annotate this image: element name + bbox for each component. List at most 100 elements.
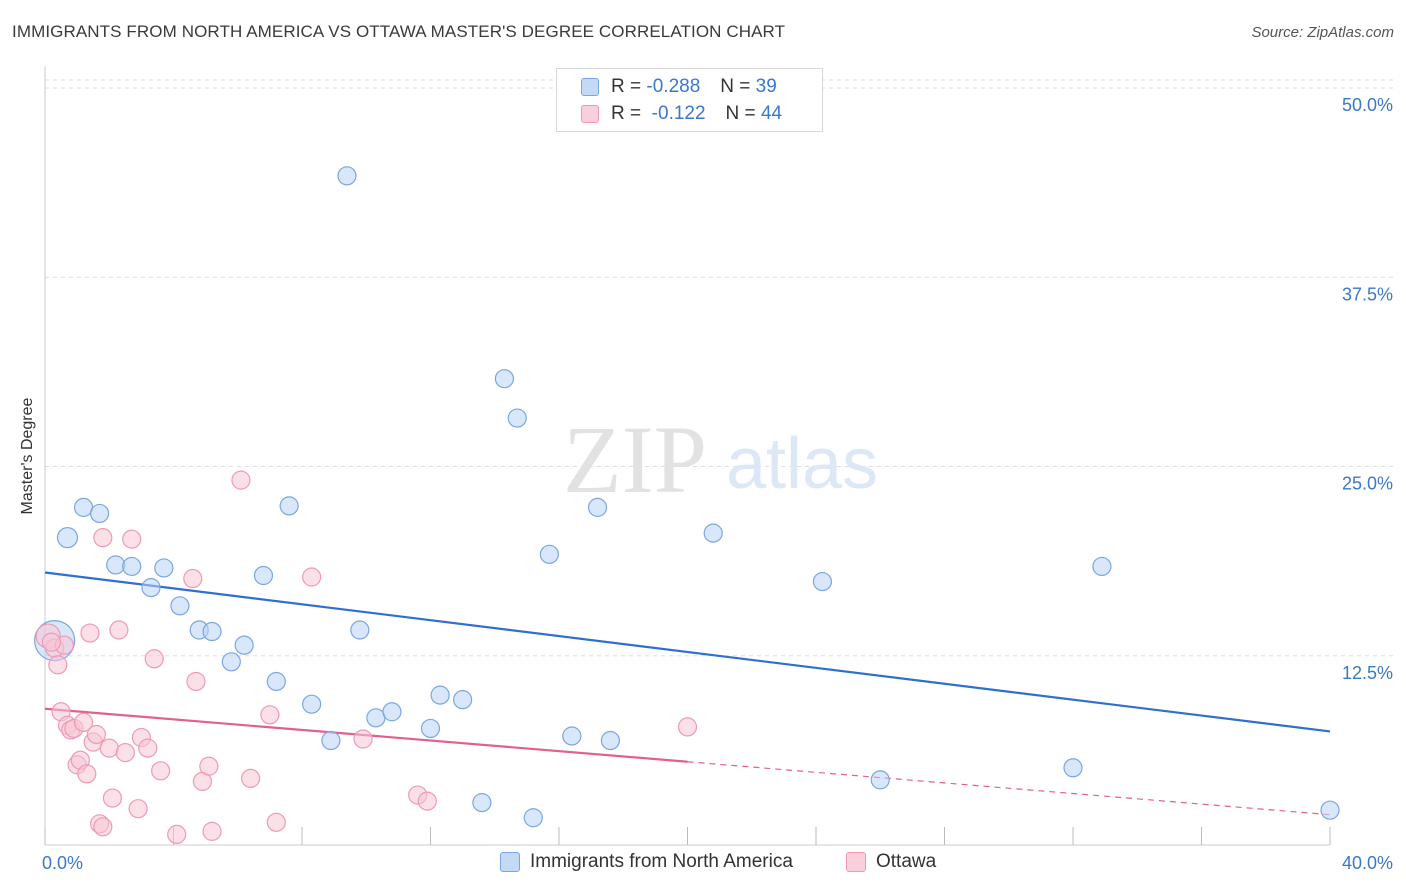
chart-title: IMMIGRANTS FROM NORTH AMERICA VS OTTAWA … [12, 22, 786, 41]
point-s1-29 [183, 568, 203, 589]
point-s0-33 [703, 523, 723, 543]
point-s0-1 [56, 527, 79, 549]
point-s1-11 [77, 764, 97, 784]
bottom-legend-label-1: Immigrants from North America [530, 851, 793, 872]
point-s0-22 [420, 718, 441, 739]
point-s1-25 [138, 738, 158, 758]
point-s0-20 [366, 708, 386, 728]
point-s0-29 [539, 544, 559, 564]
point-s0-10 [202, 621, 222, 642]
bottom-legend-item-2: Ottawa [846, 851, 936, 873]
legend-r-label-1: R = [611, 76, 642, 97]
point-s1-20 [109, 620, 129, 640]
point-s0-19 [350, 620, 370, 640]
point-s0-32 [587, 497, 608, 517]
point-s1-38 [302, 567, 322, 587]
point-s1-42 [677, 717, 698, 737]
legend-n-value-1: 39 [755, 76, 777, 97]
stats-legend: R = -0.288 N = 39 R = -0.122 N = 44 [556, 68, 823, 132]
point-s0-26 [494, 369, 514, 389]
point-s0-8 [170, 596, 190, 616]
point-s1-22 [122, 529, 142, 549]
point-s0-3 [90, 503, 110, 524]
legend-n-label-2: N = [725, 103, 756, 124]
point-s0-25 [472, 793, 492, 813]
watermark-atlas: atlas [726, 424, 878, 504]
point-s1-36 [260, 705, 280, 725]
point-s1-41 [417, 791, 437, 811]
point-s0-31 [600, 730, 621, 751]
point-s0-12 [234, 635, 254, 655]
point-s1-23 [128, 799, 148, 819]
point-s0-4 [106, 555, 126, 575]
trend-lines [44, 571, 1331, 816]
bottom-legend-label-2: Ottawa [876, 851, 937, 872]
point-s0-34 [812, 571, 833, 592]
point-s1-27 [151, 761, 171, 781]
point-s0-6 [141, 578, 161, 598]
point-s0-7 [154, 558, 174, 578]
point-s0-30 [562, 726, 582, 746]
point-s0-5 [122, 556, 142, 577]
point-s0-13 [253, 565, 274, 586]
point-s1-43 [41, 632, 62, 652]
point-s1-12 [80, 623, 100, 643]
point-s0-15 [279, 496, 299, 516]
legend-n-value-2: 44 [760, 103, 783, 124]
point-s0-17 [321, 730, 341, 751]
y-tick-label-1: 25.0% [1342, 474, 1393, 494]
point-s0-21 [382, 702, 402, 722]
point-s1-30 [186, 671, 206, 692]
legend-r-label-2: R = [611, 103, 642, 124]
y-tick-label-2: 37.5% [1342, 284, 1393, 304]
y-tick-label-0: 12.5% [1342, 663, 1393, 683]
point-s1-26 [144, 649, 164, 669]
point-s0-16 [302, 694, 322, 714]
point-s1-2 [48, 655, 68, 675]
point-s0-18 [337, 166, 357, 186]
bottom-legend-item-1: Immigrants from North America [500, 851, 793, 873]
point-s1-35 [241, 768, 261, 788]
source-label: Source: ZipAtlas.com [1251, 24, 1394, 41]
trend-line-pink-extension [687, 761, 1331, 816]
bottom-legend-swatch-blue [500, 852, 520, 872]
legend-swatch-pink [581, 105, 599, 123]
legend-r-value-2: -0.122 [651, 103, 706, 124]
point-s0-27 [507, 408, 527, 428]
data-points [34, 166, 1340, 845]
point-s1-33 [202, 821, 222, 841]
trend-line-blue [44, 571, 1331, 733]
point-s1-10 [73, 712, 94, 732]
point-s0-24 [453, 690, 473, 710]
watermark: ZIP atlas [563, 406, 878, 513]
watermark-zip: ZIP [563, 406, 707, 513]
point-s1-19 [102, 788, 123, 808]
point-s0-35 [870, 770, 890, 790]
point-s0-28 [523, 808, 543, 828]
x-tick-label-0: 0.0% [42, 853, 83, 873]
point-s0-14 [266, 671, 286, 692]
point-s0-11 [221, 652, 241, 672]
legend-r-value-1: -0.288 [646, 76, 701, 97]
point-s1-28 [167, 824, 187, 845]
point-s0-37 [1092, 556, 1112, 577]
point-s1-18 [99, 738, 119, 758]
legend-n-label-1: N = [720, 76, 751, 97]
point-s0-36 [1063, 758, 1083, 778]
x-tick-label-1: 40.0% [1342, 853, 1393, 873]
point-s1-34 [231, 470, 251, 490]
point-s1-21 [115, 743, 135, 763]
bottom-legend-swatch-pink [846, 852, 866, 872]
point-s1-16 [93, 817, 113, 837]
point-s0-2 [73, 497, 94, 517]
grid-lines [45, 79, 1395, 657]
legend-row-series2: R = -0.122 N = 44 [581, 102, 782, 126]
tick-labels: 12.5% 25.0% 37.5% 50.0% 0.0% 40.0% [42, 95, 1393, 873]
point-s0-38 [1320, 800, 1340, 820]
point-s1-32 [199, 756, 219, 776]
point-s1-39 [353, 729, 373, 749]
bottom-legend: Immigrants from North America Ottawa [0, 851, 1406, 877]
axes [44, 66, 1331, 846]
point-s0-23 [430, 685, 450, 705]
